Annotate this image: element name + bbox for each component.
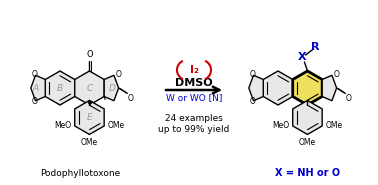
- Text: R: R: [311, 42, 320, 52]
- Text: X: X: [298, 52, 307, 62]
- Text: OMe: OMe: [107, 121, 124, 130]
- Text: B: B: [57, 83, 63, 92]
- Text: C: C: [86, 83, 93, 92]
- Text: E: E: [87, 113, 92, 122]
- Text: OMe: OMe: [81, 138, 98, 147]
- Text: O: O: [115, 70, 121, 79]
- Polygon shape: [322, 75, 337, 101]
- Text: O: O: [86, 50, 93, 59]
- Text: O: O: [32, 70, 37, 79]
- Text: 24 examples: 24 examples: [165, 114, 223, 122]
- Polygon shape: [45, 71, 75, 105]
- Polygon shape: [249, 75, 263, 101]
- Text: D: D: [109, 83, 116, 92]
- Text: O: O: [249, 97, 256, 106]
- Text: X = NH or O: X = NH or O: [275, 168, 340, 178]
- Polygon shape: [104, 75, 119, 101]
- Text: O: O: [333, 70, 339, 79]
- Text: A: A: [33, 83, 39, 92]
- Text: O: O: [32, 97, 37, 106]
- Text: OMe: OMe: [299, 138, 316, 147]
- Text: Podophyllotoxone: Podophyllotoxone: [40, 169, 121, 177]
- Polygon shape: [263, 71, 293, 105]
- Text: O: O: [128, 94, 133, 103]
- Polygon shape: [31, 75, 45, 101]
- Text: up to 99% yield: up to 99% yield: [158, 125, 230, 134]
- Polygon shape: [293, 71, 322, 105]
- Text: O: O: [345, 94, 352, 103]
- Text: MeO: MeO: [273, 121, 290, 130]
- Text: OMe: OMe: [325, 121, 342, 130]
- Polygon shape: [75, 71, 104, 105]
- Text: W or WO [N]: W or WO [N]: [166, 93, 222, 102]
- Text: MeO: MeO: [54, 121, 72, 130]
- Text: O: O: [249, 70, 256, 79]
- Text: I₂: I₂: [189, 65, 198, 75]
- Text: DMSO: DMSO: [175, 78, 213, 88]
- Polygon shape: [75, 100, 104, 134]
- Polygon shape: [293, 100, 322, 134]
